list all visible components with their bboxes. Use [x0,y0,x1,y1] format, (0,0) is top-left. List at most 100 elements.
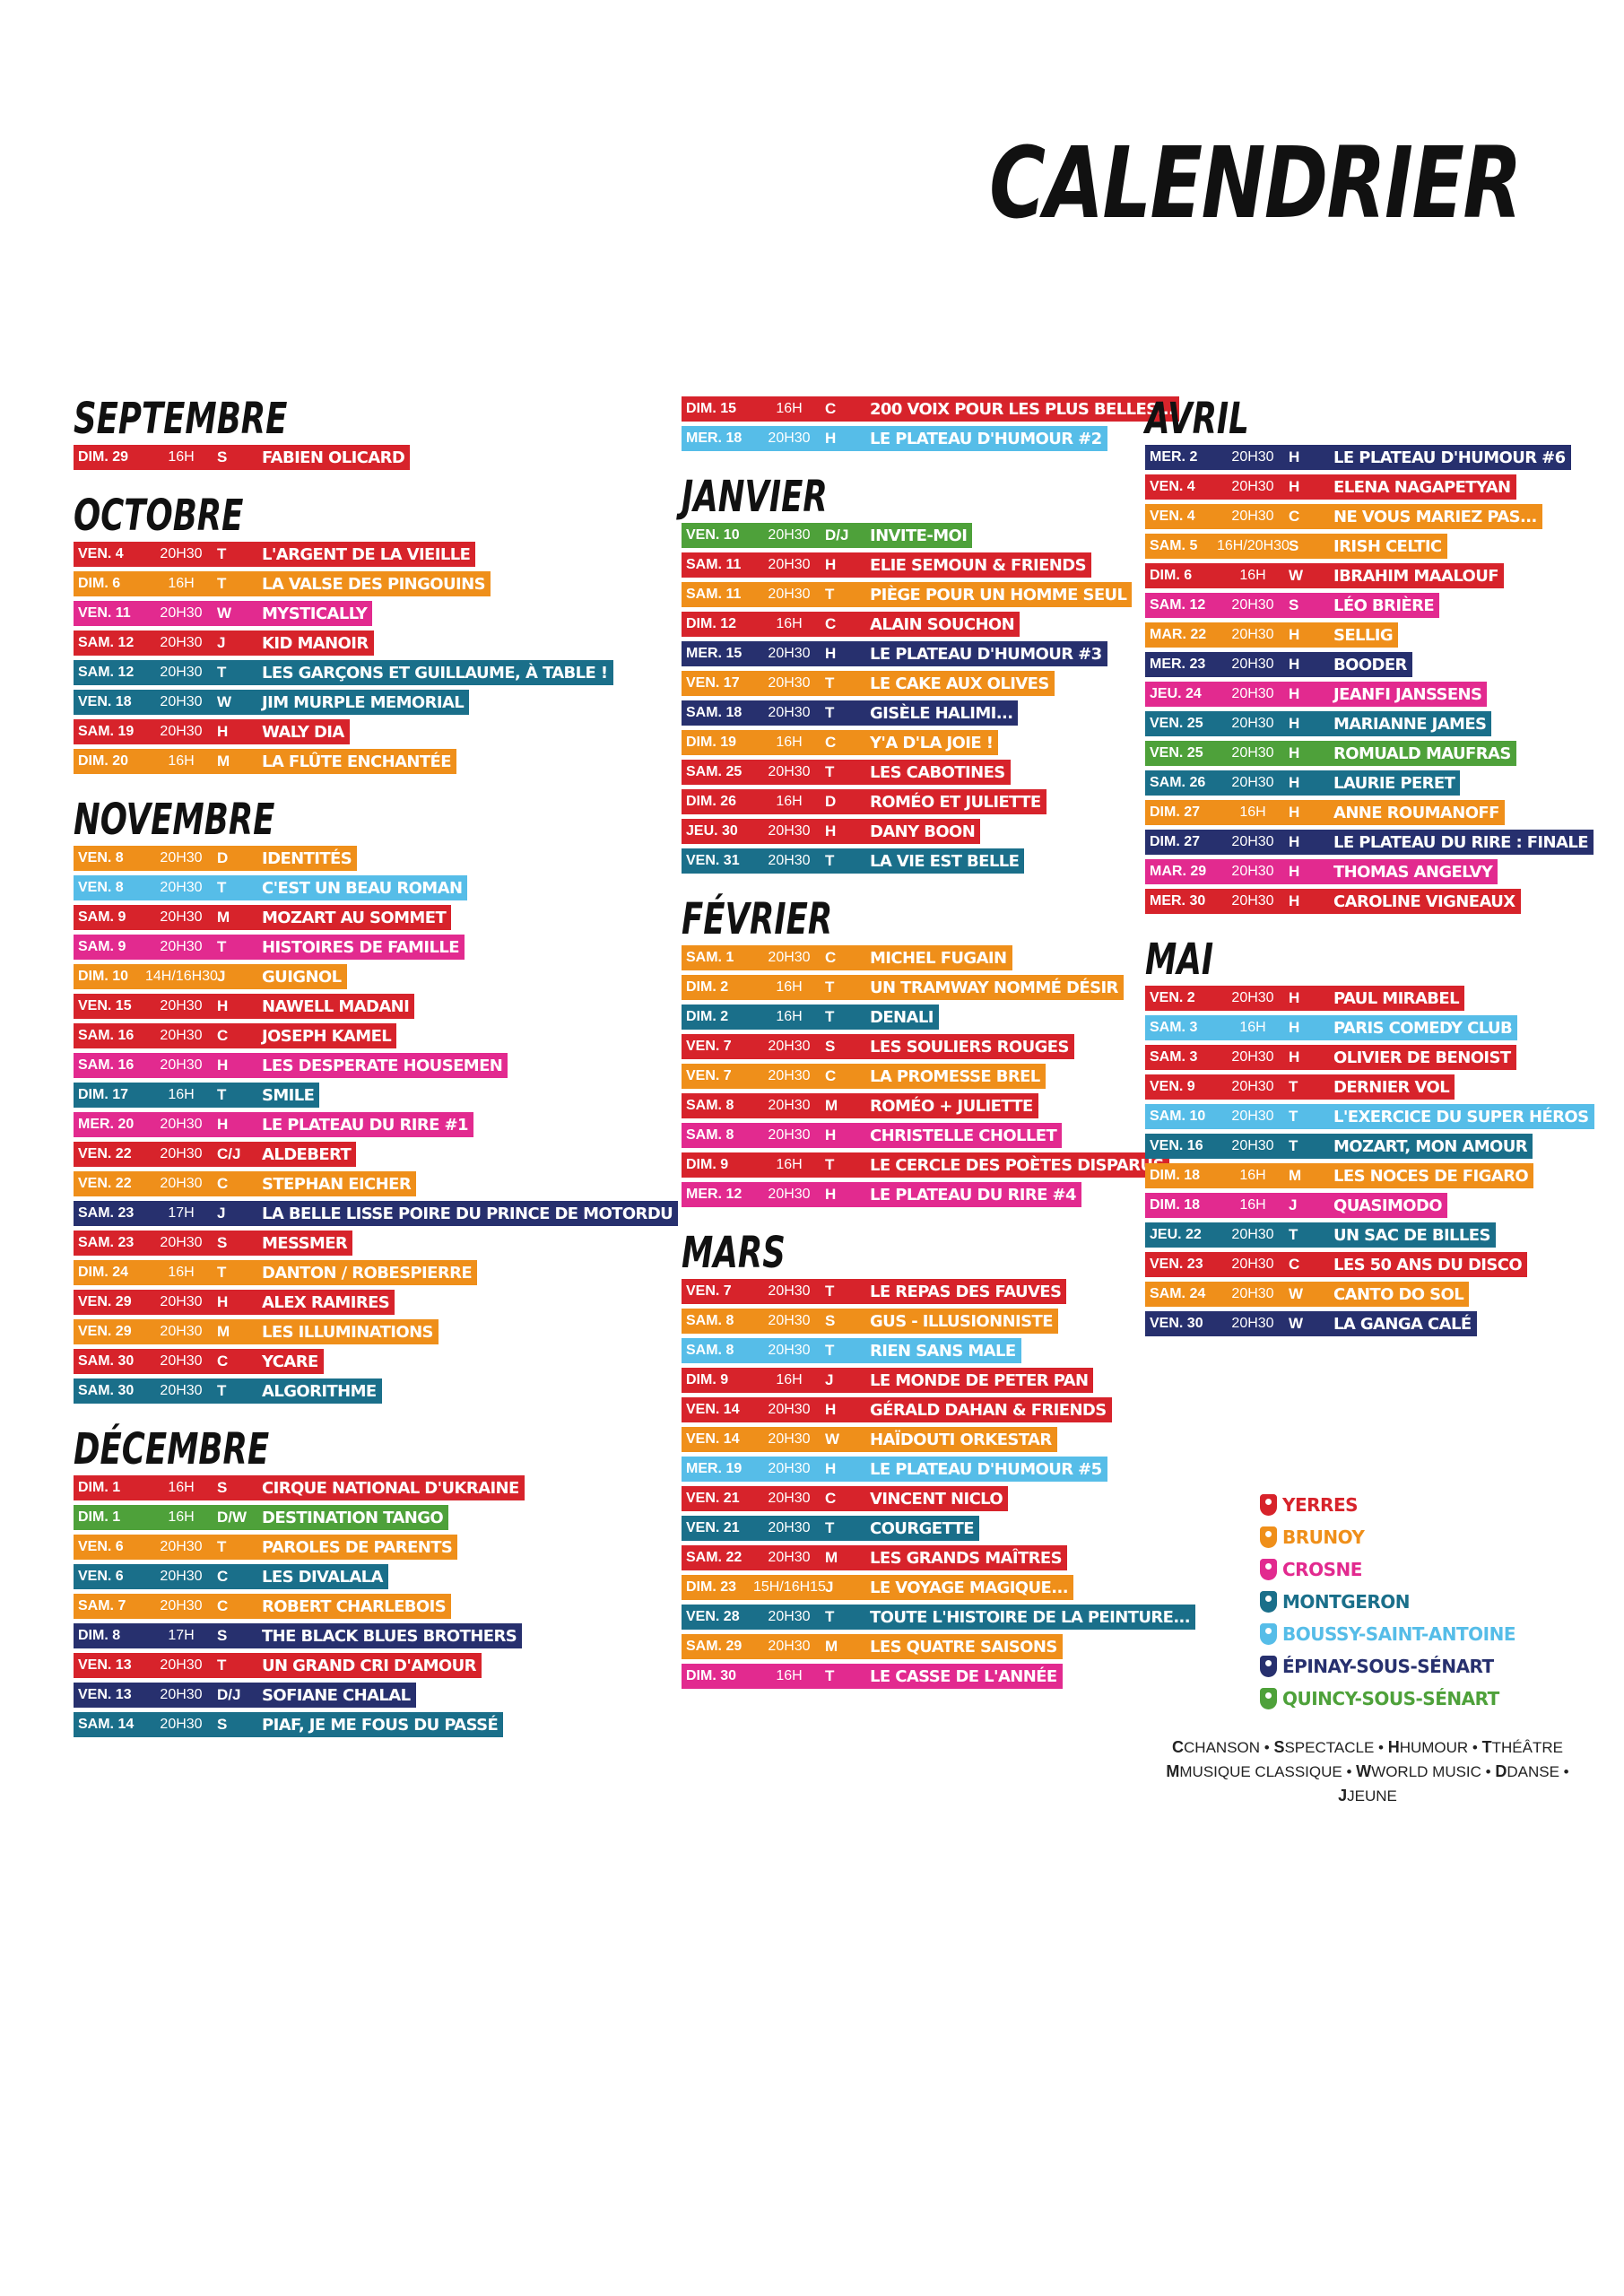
event-meta-bar: DIM. 20 16H M [74,749,262,774]
event-row: DIM. 19 16H C Y'A D'LA JOIE ! [682,730,1184,755]
event-date: MER. 23 [1150,657,1206,672]
event-category: J [217,634,226,651]
event-date: DIM. 23 [686,1579,737,1595]
event-date: DIM. 26 [686,794,737,809]
event-time: 16H [776,735,803,750]
location-pin-icon [1260,1688,1277,1709]
event-title: DERNIER VOL [1333,1074,1455,1100]
event-date: DIM. 10 [78,969,129,984]
event-date: DIM. 1 [78,1480,121,1495]
event-time: 20H30 [1231,449,1274,465]
code-letter: M [1166,1762,1180,1780]
event-time: 20H30 [768,1039,811,1054]
event-title: KID MANOIR [262,631,374,656]
event-date: VEN. 8 [78,850,124,865]
event-time: 20H30 [768,1313,811,1328]
event-date: VEN. 6 [78,1569,124,1584]
event-time: 16H [776,1157,803,1172]
event-date: DIM. 18 [1150,1168,1201,1183]
event-title: NAWELL MADANI [262,994,415,1019]
event-category: W [217,693,232,710]
event-meta-bar: SAM. 29 20H30 M [682,1634,870,1659]
event-date: VEN. 28 [686,1609,740,1624]
event-title: RIEN SANS MALE [870,1338,1021,1363]
event-title: JEANFI JANSSENS [1333,682,1488,707]
calendar-column-2: DIM. 15 16H C 200 VOIX POUR LES PLUS BELLES… [682,395,1196,1710]
event-date: DIM. 19 [686,735,737,750]
event-row: SAM. 25 20H30 T LES CABOTINES [682,760,1184,785]
event-time: 15H/16H15 [753,1579,826,1595]
event-date: SAM. 12 [1150,597,1206,613]
calendar-column-1: SEPTEMBRE DIM. 29 16H S FABIEN OLICARD OCTOBR… [74,394,679,1759]
event-title: MOZART, MON AMOUR [1333,1134,1533,1159]
event-title: JOSEPH KAMEL [262,1023,397,1048]
month-block: DÉCEMBRE DIM. 1 16H S CIRQUE NATIONAL D'UKRA… [74,1425,576,1737]
event-category: C/J [217,1145,241,1162]
event-time: 16H [776,1668,803,1683]
event-time: 20H30 [768,1343,811,1358]
event-title: ELIE SEMOUN & FRIENDS [870,552,1091,578]
event-date: DIM. 15 [686,401,737,416]
event-meta-bar: VEN. 29 20H30 H [74,1290,262,1315]
event-row: DIM. 9 16H T LE CERCLE DES POÈTES DISPARUS [682,1152,1184,1178]
event-list: DIM. 1 16H S CIRQUE NATIONAL D'UKRAINE DIM. … [74,1475,576,1737]
event-category: S [217,1479,228,1496]
event-meta-bar: DIM. 17 16H T [74,1083,262,1108]
event-time: 20H30 [160,546,203,561]
event-meta-bar: DIM. 2 16H T [682,1004,870,1030]
event-date: VEN. 6 [78,1539,124,1554]
event-time: 20H30 [160,1235,203,1250]
month-heading: SEPTEMBRE [74,394,288,444]
event-title: ROMÉO ET JULIETTE [870,789,1046,814]
event-category: S [1289,596,1299,613]
event-title: LE PLATEAU D'HUMOUR #5 [870,1457,1107,1482]
event-date: SAM. 29 [686,1639,743,1654]
event-meta-bar: VEN. 7 20H30 T [682,1279,870,1304]
code-letter: S [1273,1738,1285,1756]
event-date: VEN. 15 [78,998,132,1013]
event-date: VEN. 25 [1150,745,1203,761]
event-category: T [217,1657,227,1674]
event-category: T [825,978,835,996]
event-date: SAM. 1 [686,950,734,965]
event-time: 20H30 [768,1431,811,1447]
event-category: T [217,1264,227,1281]
location-pin-icon [1260,1559,1277,1580]
event-time: 16H [776,401,803,416]
event-row: DIM. 2 16H T UN TRAMWAY NOMMÉ DÉSIR [682,975,1184,1000]
event-time: 20H30 [160,1324,203,1339]
event-category: T [217,545,227,562]
event-time: 20H30 [768,587,811,602]
event-time: 20H30 [1231,479,1274,494]
event-category: H [1289,774,1300,791]
event-date: DIM. 2 [686,979,729,995]
event-date: SAM. 14 [78,1717,135,1732]
code-letter: J [1338,1787,1348,1805]
event-category: T [217,938,227,955]
event-row: MER. 23 20H30 H BOODER [1145,652,1624,677]
code-meaning: THÉÂTRE [1491,1739,1563,1756]
event-title: GUIGNOL [262,964,347,989]
event-title: DANY BOON [870,819,981,844]
location-pin-icon [1260,1494,1277,1516]
event-row: SAM. 3 20H30 H OLIVIER DE BENOIST [1145,1045,1624,1070]
event-title: LE PLATEAU DU RIRE : FINALE [1333,830,1594,855]
event-meta-bar: DIM. 27 16H H [1145,800,1333,825]
event-meta-bar: DIM. 6 16H W [1145,563,1333,588]
event-meta-bar: SAM. 5 16H/20H30 S [1145,534,1333,559]
event-meta-bar: DIM. 18 16H M [1145,1163,1333,1188]
codes-line-1: CCHANSON • SSPECTACLE • HHUMOUR • TTHÉÂT… [1157,1735,1578,1760]
event-time: 16H/20H30 [1217,538,1290,553]
event-category: H [217,1293,229,1310]
event-meta-bar: MER. 20 20H30 H [74,1112,262,1137]
event-category: J [825,1578,834,1596]
event-date: SAM. 7 [78,1598,126,1613]
event-date: VEN. 29 [78,1324,132,1339]
event-category: H [217,1116,229,1133]
legend-label: BOUSSY-SAINT-ANTOINE [1282,1623,1516,1645]
event-meta-bar: MER. 2 20H30 H [1145,445,1333,470]
event-time: 20H30 [160,998,203,1013]
event-time: 20H30 [768,1639,811,1654]
event-time: 20H30 [768,430,811,446]
event-category: T [825,1342,835,1359]
